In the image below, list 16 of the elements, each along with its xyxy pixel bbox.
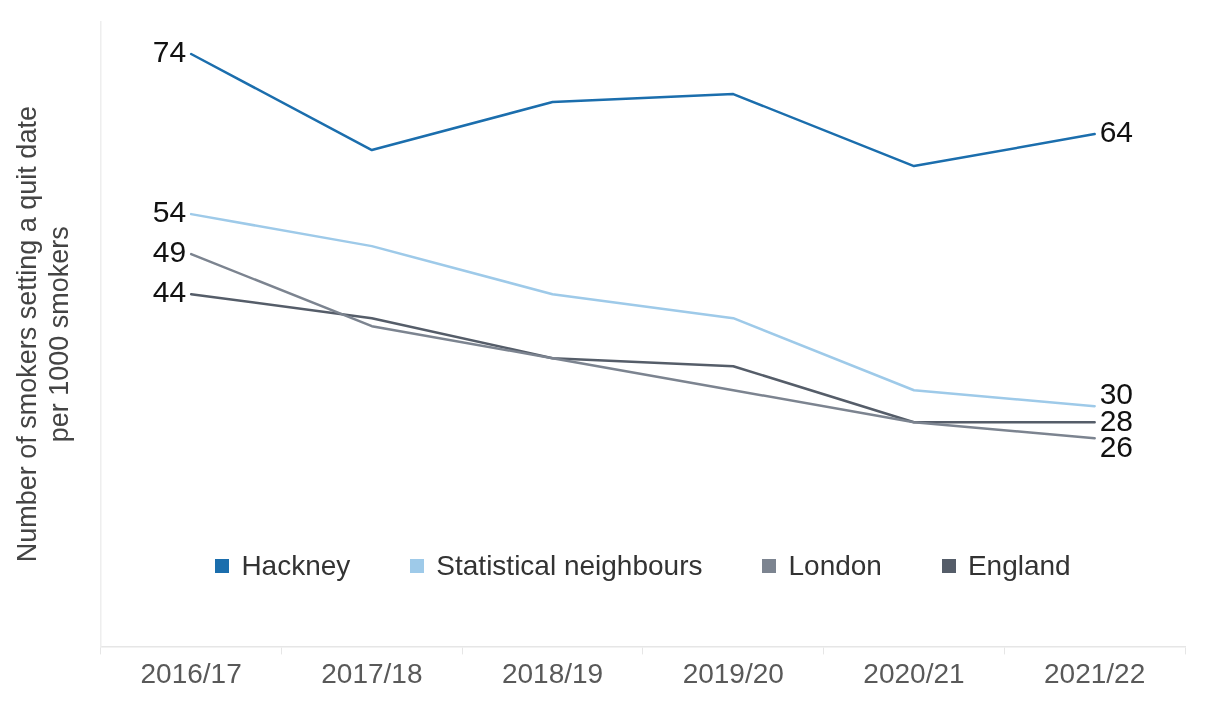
x-tick-label: 2017/18 bbox=[321, 657, 423, 689]
data-label: 54 bbox=[152, 195, 187, 229]
x-tick-label: 2018/19 bbox=[501, 657, 604, 689]
x-tick-label: 2020/21 bbox=[863, 657, 965, 689]
x-tick-label: 2016/17 bbox=[140, 657, 242, 689]
y-axis-title: Number of smokers setting a quit date per 1000 smokers bbox=[11, 106, 75, 563]
legend-label: Hackney bbox=[241, 550, 351, 583]
data-label: 64 bbox=[1099, 115, 1134, 149]
x-tick-label: 2019/20 bbox=[682, 657, 784, 689]
data-label: 44 bbox=[152, 275, 187, 309]
x-tick-label: 2021/22 bbox=[1044, 657, 1146, 689]
data-label: 74 bbox=[152, 35, 187, 69]
legend-label: London bbox=[788, 550, 882, 583]
data-label: 49 bbox=[152, 235, 187, 269]
legend-label: England bbox=[967, 550, 1071, 583]
legend-label: Statistical neighbours bbox=[436, 550, 703, 583]
